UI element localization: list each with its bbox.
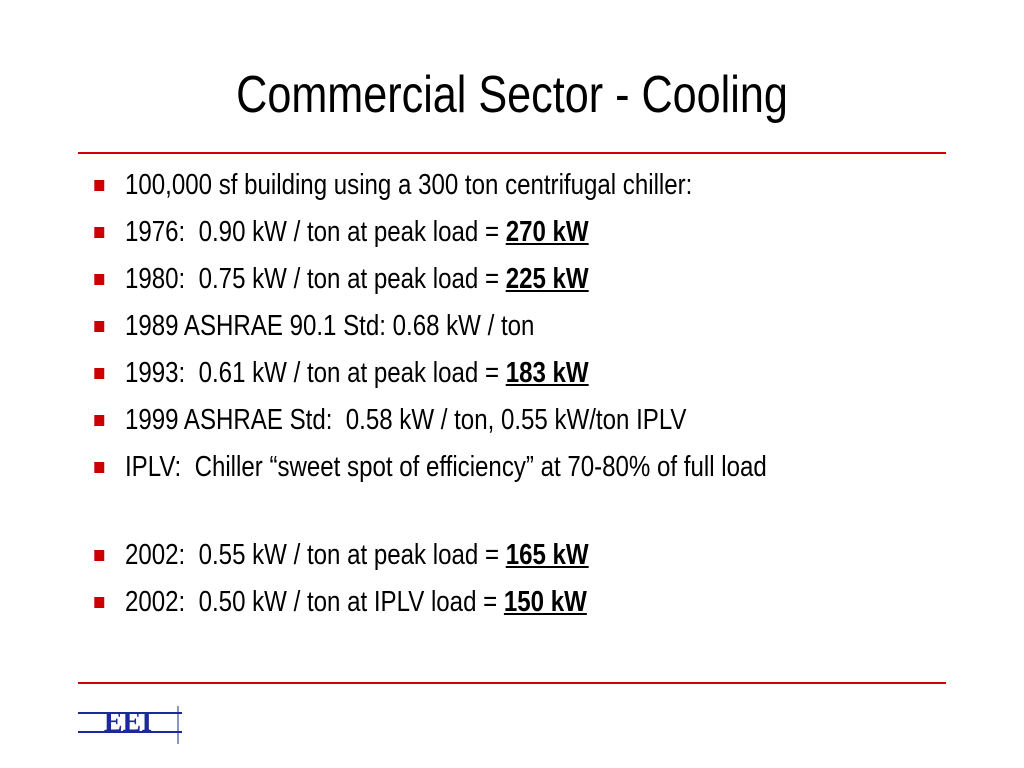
bullet-item: 2002: 0.55 kW / ton at peak load = 165 k… xyxy=(94,536,940,575)
bullet-item: 1999 ASHRAE Std: 0.58 kW / ton, 0.55 kW/… xyxy=(94,401,940,440)
bullet-emphasis: 150 kW xyxy=(503,586,587,618)
bullet-text: 1980: 0.75 kW / ton at peak load = xyxy=(125,263,506,295)
bullet-item: 2002: 0.50 kW / ton at IPLV load = 150 k… xyxy=(94,583,940,622)
bullet-text: 100,000 sf building using a 300 ton cent… xyxy=(125,169,693,201)
bullet-marker xyxy=(94,180,105,191)
bullet-text: 1993: 0.61 kW / ton at peak load = xyxy=(125,357,506,389)
bullet-text: 2002: 0.50 kW / ton at IPLV load = xyxy=(125,586,504,618)
bullet-emphasis: 165 kW xyxy=(505,539,589,571)
bullet-marker xyxy=(94,462,105,473)
logo: EEI xyxy=(78,706,182,744)
bullet-emphasis: 225 kW xyxy=(505,263,589,295)
bullet-text: 2002: 0.55 kW / ton at peak load = xyxy=(125,539,506,571)
bullet-text: IPLV: Chiller “sweet spot of efficiency”… xyxy=(125,451,767,483)
bullet-item: IPLV: Chiller “sweet spot of efficiency”… xyxy=(94,448,940,487)
bullet-text: 1989 ASHRAE 90.1 Std: 0.68 kW / ton xyxy=(125,310,535,342)
bullet-item: 1989 ASHRAE 90.1 Std: 0.68 kW / ton xyxy=(94,307,940,346)
bottom-rule xyxy=(78,682,946,684)
bullet-item: 1980: 0.75 kW / ton at peak load = 225 k… xyxy=(94,260,940,299)
bullet-emphasis: 270 kW xyxy=(505,216,589,248)
bullet-marker xyxy=(94,415,105,426)
bullet-marker xyxy=(94,597,105,608)
bullet-marker xyxy=(94,368,105,379)
bullet-item: 100,000 sf building using a 300 ton cent… xyxy=(94,166,940,205)
bullet-emphasis: 183 kW xyxy=(505,357,589,389)
bullet-marker xyxy=(94,550,105,561)
bullet-marker xyxy=(94,274,105,285)
bullet-item: 1993: 0.61 kW / ton at peak load = 183 k… xyxy=(94,354,940,393)
bullet-item: 1976: 0.90 kW / ton at peak load = 270 k… xyxy=(94,213,940,252)
bullet-list: 100,000 sf building using a 300 ton cent… xyxy=(94,166,940,630)
bullet-text: 1999 ASHRAE Std: 0.58 kW / ton, 0.55 kW/… xyxy=(125,404,687,436)
bullet-group: 2002: 0.55 kW / ton at peak load = 165 k… xyxy=(94,536,940,622)
top-rule xyxy=(78,152,946,154)
bullet-group: 100,000 sf building using a 300 ton cent… xyxy=(94,166,940,487)
bullet-marker xyxy=(94,227,105,238)
bullet-marker xyxy=(94,321,105,332)
logo-text: EEI xyxy=(104,707,152,738)
bullet-text: 1976: 0.90 kW / ton at peak load = xyxy=(125,216,506,248)
slide-title: Commercial Sector - Cooling xyxy=(236,66,788,124)
